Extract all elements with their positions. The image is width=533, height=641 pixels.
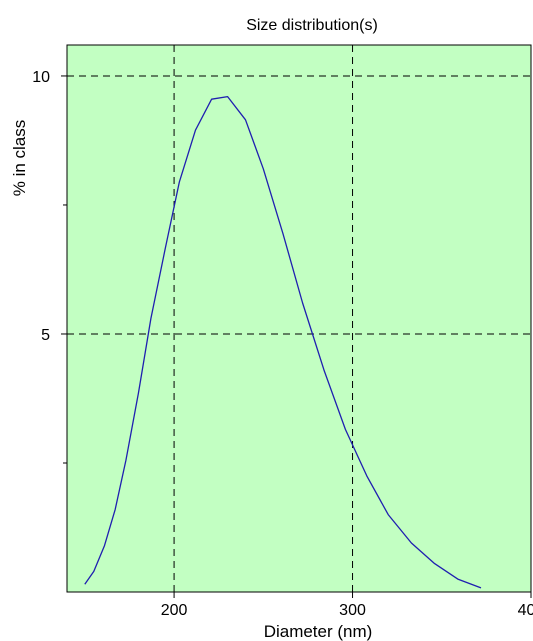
y-axis-label: % in class bbox=[10, 120, 29, 197]
series-layer bbox=[84, 95, 482, 589]
chart-title: Size distribution(s) bbox=[246, 17, 378, 34]
axes: 200 300 400 5 10 bbox=[32, 69, 533, 619]
plot-area bbox=[66, 44, 532, 593]
grid-lines bbox=[67, 45, 532, 592]
x-axis-label: Diameter (nm) bbox=[264, 622, 373, 641]
y-tick-label: 10 bbox=[32, 69, 50, 86]
x-tick-label: 400 bbox=[518, 602, 533, 619]
x-tick-label: 300 bbox=[339, 602, 366, 619]
distribution-line bbox=[84, 95, 482, 589]
x-tick-label: 200 bbox=[161, 602, 188, 619]
y-tick-label: 5 bbox=[41, 327, 50, 344]
